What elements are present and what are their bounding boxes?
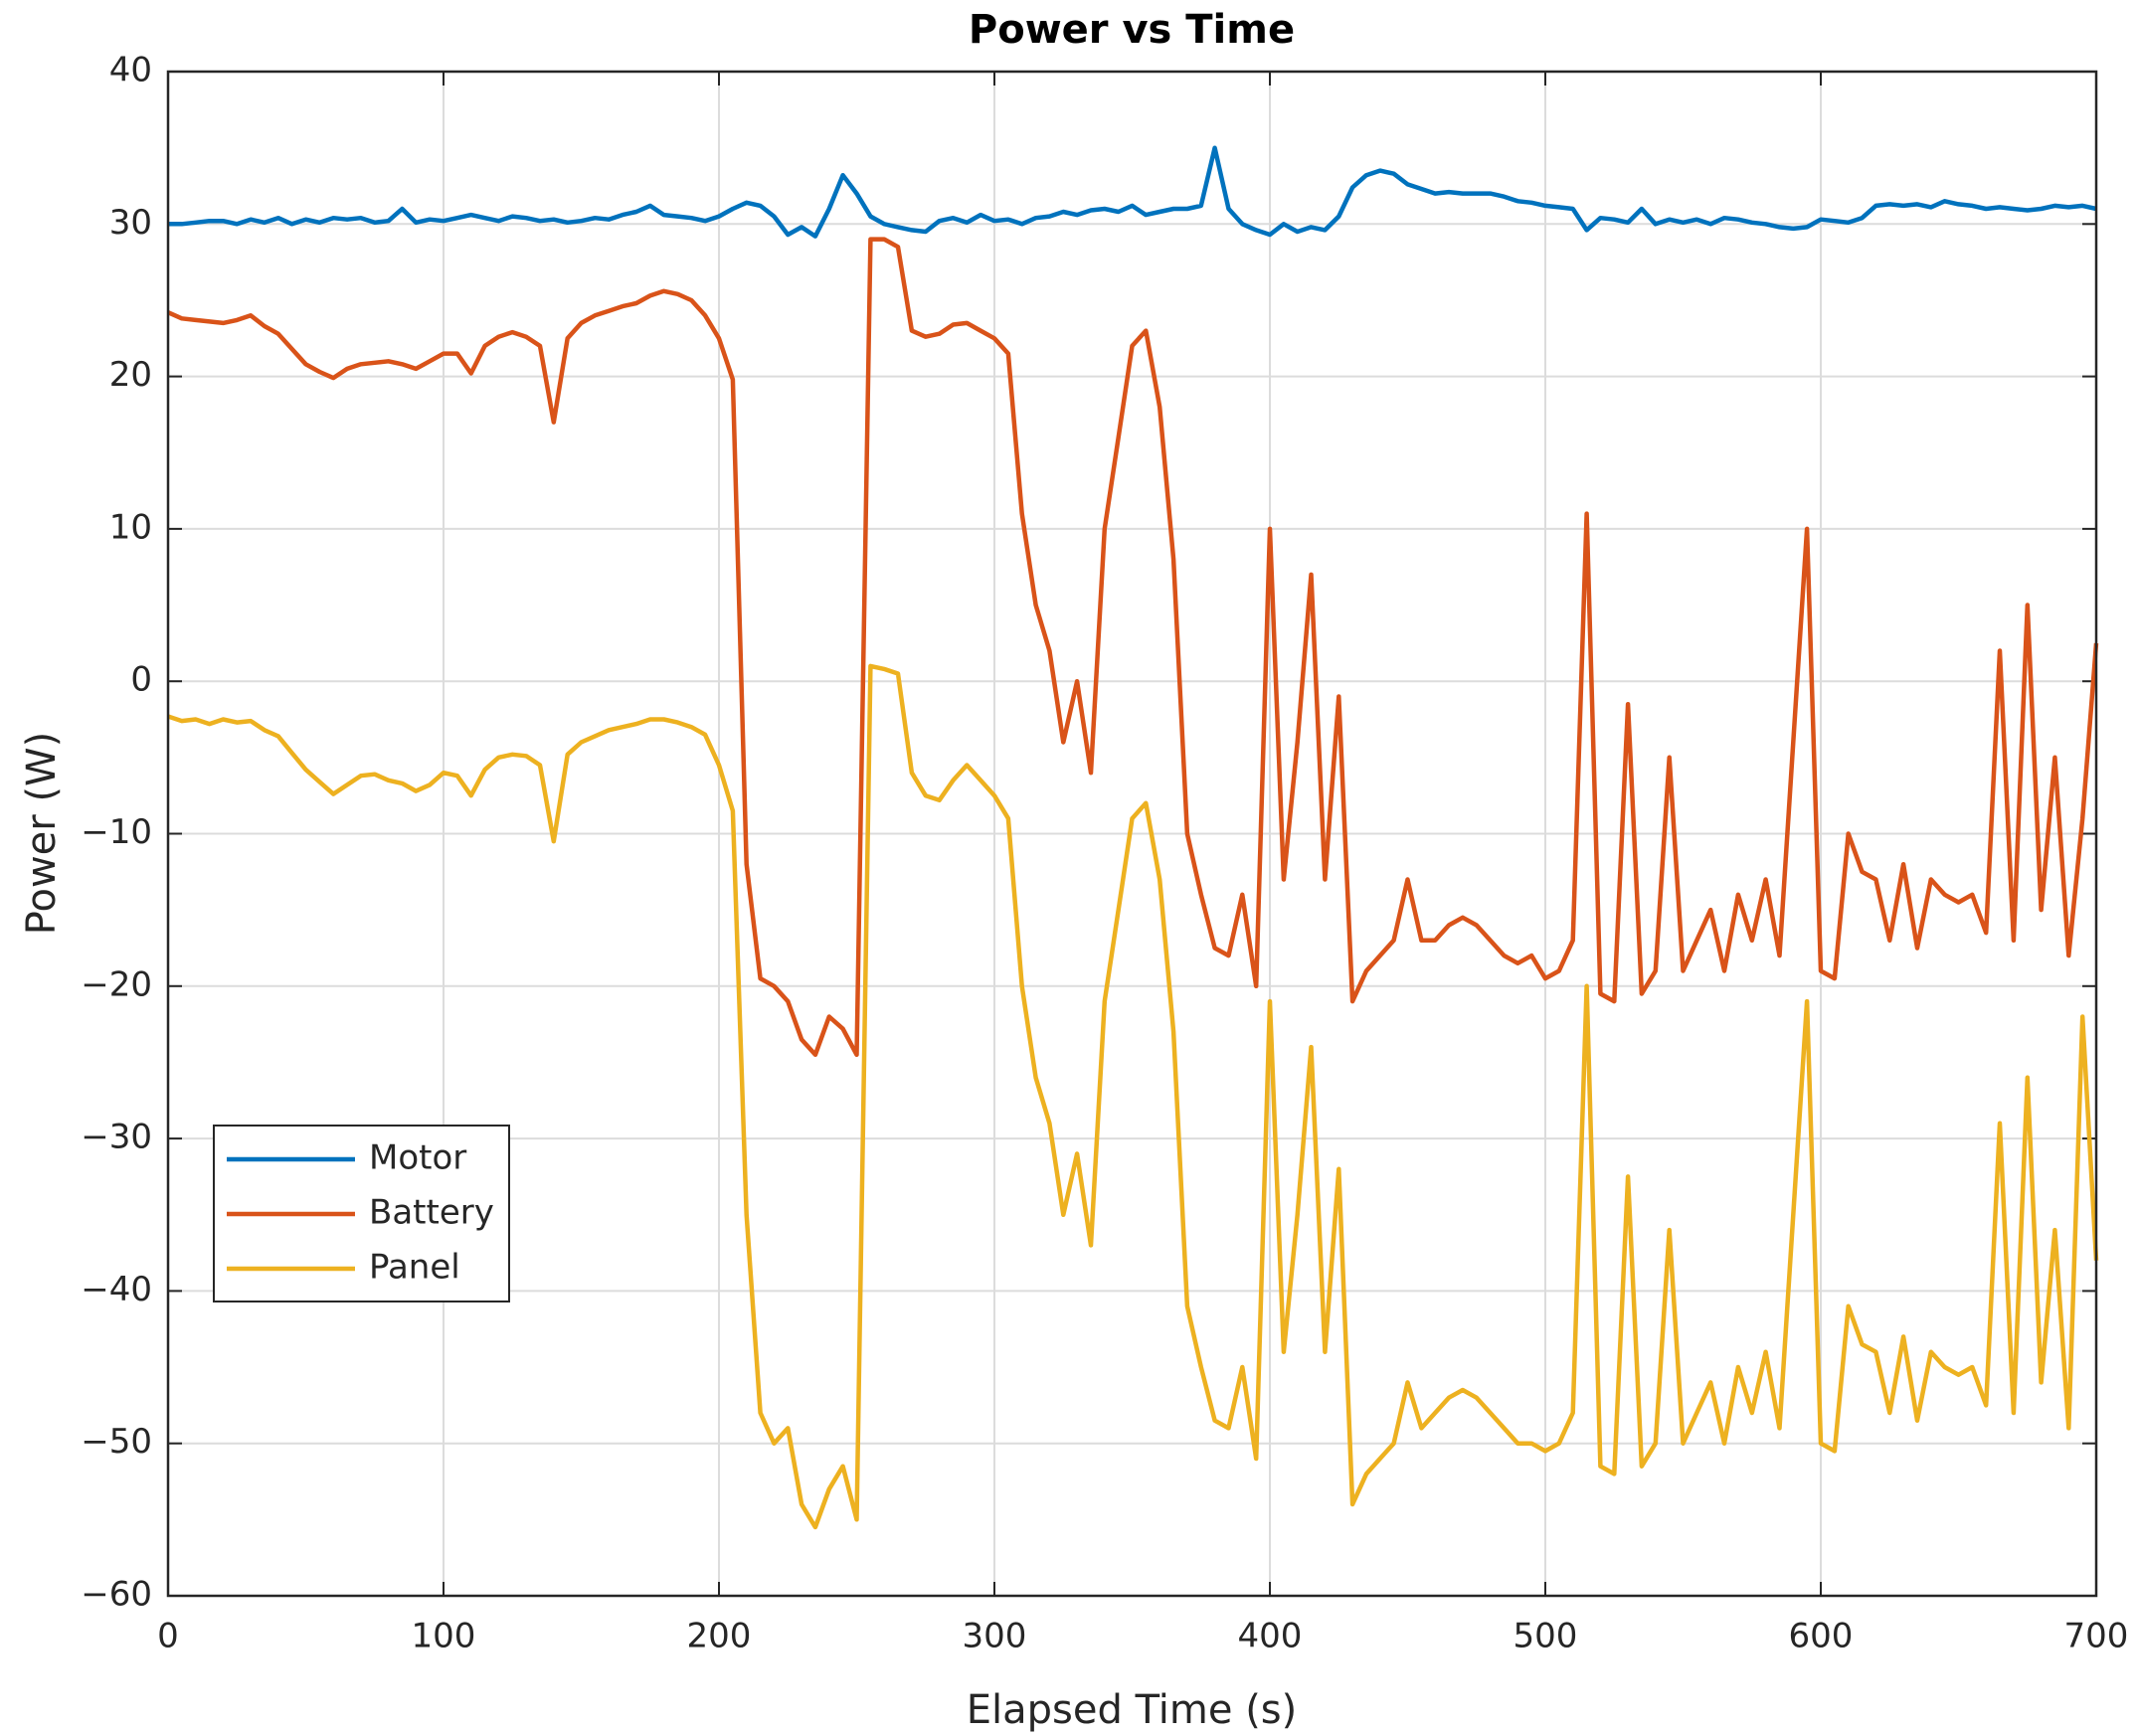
y-axis-label: Power (W) [19,732,65,935]
x-tick-label: 200 [687,1617,752,1656]
series-line [167,237,2099,1058]
legend-label: Motor [369,1138,466,1178]
series-line [167,663,2099,1530]
x-tick-label: 500 [1514,1617,1578,1656]
x-axis-label: Elapsed Time (s) [967,1687,1298,1733]
y-tick-label: 30 [109,203,152,243]
y-tick-label: −40 [81,1270,152,1309]
plot-frame [166,70,2098,1598]
y-tick-label: 40 [109,51,152,90]
y-tick-label: 10 [109,507,152,547]
x-tick-label: 0 [157,1617,179,1656]
y-tick-label: 0 [130,660,152,700]
x-tick-label: 400 [1238,1617,1303,1656]
legend-label: Battery [369,1193,494,1233]
y-tick-label: −30 [81,1118,152,1157]
x-tick-label: 300 [963,1617,1027,1656]
chart-title: Power vs Time [969,7,1295,53]
x-tick-label: 100 [412,1617,476,1656]
x-tick-label: 600 [1789,1617,1854,1656]
y-tick-label: −20 [81,964,152,1004]
legend: Motor Battery Panel [213,1125,510,1302]
x-tick-label: 700 [2064,1617,2129,1656]
y-tick-label: −60 [81,1575,152,1615]
series-line [168,145,2097,239]
y-tick-label: 20 [109,355,152,395]
y-tick-label: −10 [81,812,152,852]
y-tick-label: −50 [81,1422,152,1462]
legend-label: Panel [369,1248,460,1288]
